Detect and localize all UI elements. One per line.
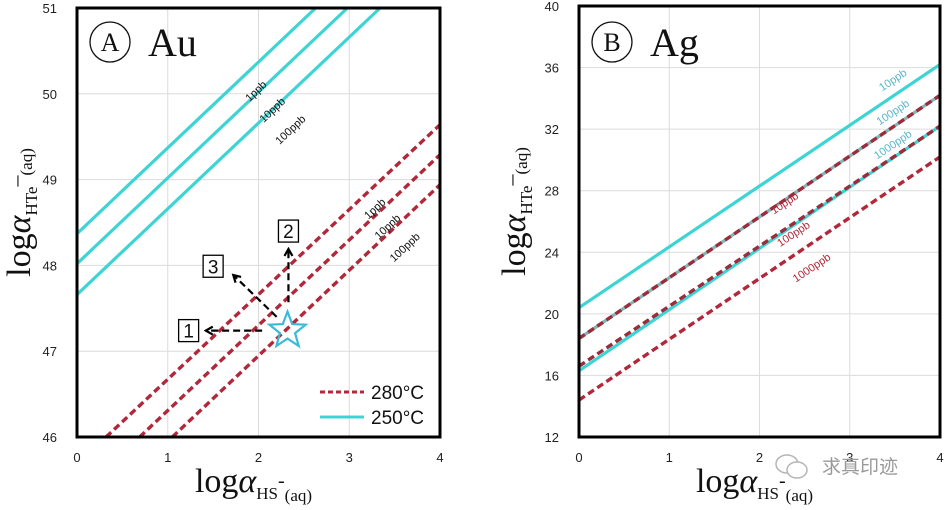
y-tick-label: 51 [43, 1, 57, 16]
series-line-1000ppb-280c [579, 155, 940, 402]
watermark: 求真印迹 [775, 454, 898, 479]
y-tick-label: 50 [43, 87, 57, 102]
series-line-10ppb-280c [579, 93, 940, 340]
x-tick-label: 3 [846, 450, 853, 465]
series-line-100ppb-250c [77, 8, 382, 296]
series-group [77, 8, 440, 437]
series-line-10ppb-280c [138, 153, 440, 437]
path-number-box [177, 318, 200, 343]
series-group [579, 63, 940, 402]
series-line-1000ppb-250c [579, 124, 940, 373]
series-line-100ppb-280c [579, 124, 940, 368]
x-axis-label: logαHS-(aq) [696, 463, 813, 505]
series-label: 100ppb [388, 231, 423, 265]
y-tick-label: 47 [43, 344, 57, 359]
series-line-10ppb-250c [579, 63, 940, 310]
series-line-1ppb-250c [77, 8, 317, 235]
y-tick-label: 40 [545, 0, 559, 14]
series-line-10ppb-250c [77, 8, 349, 265]
y-tick-label: 24 [545, 245, 559, 260]
y-tick-label: 12 [545, 430, 559, 445]
panel-label-circle [89, 21, 131, 63]
y-axis-label: logαHTe–(aq) [496, 147, 536, 276]
y-tick-label: 49 [43, 173, 57, 188]
wechat-icon [775, 454, 808, 479]
x-tick-label: 0 [575, 450, 582, 465]
plot-frame [577, 4, 942, 439]
path-number-label: 3 [208, 257, 219, 278]
watermark-text: 求真印迹 [822, 456, 898, 478]
legend-label: 250°C [371, 408, 424, 429]
y-tick-label: 32 [545, 122, 559, 137]
path-arrow-3 [234, 276, 278, 318]
x-tick-label: 3 [346, 450, 353, 465]
star-marker [266, 308, 309, 349]
series-label: 1000ppb [791, 251, 833, 285]
x-tick-label: 4 [936, 450, 943, 465]
plot-frame [75, 6, 442, 439]
chart-title: Au [148, 20, 197, 65]
series-label: 1ppb [243, 79, 269, 105]
x-tick-label: 2 [255, 450, 262, 465]
panel-label: B [603, 28, 620, 57]
x-tick-label: 4 [436, 450, 443, 465]
x-tick-label: 2 [756, 450, 763, 465]
series-label: 100ppb [875, 98, 912, 128]
y-tick-label: 16 [545, 368, 559, 383]
series-line-100ppb-280c [171, 183, 440, 437]
path-number-box [277, 219, 300, 243]
x-axis-label: logαHS-(aq) [195, 463, 312, 505]
x-tick-label: 1 [164, 450, 171, 465]
panel-label-circle [591, 21, 633, 63]
series-label: 10ppb [373, 212, 404, 242]
series-label: 10ppb [769, 190, 801, 217]
y-tick-label: 36 [545, 61, 559, 76]
x-tick-label: 0 [73, 450, 80, 465]
panel-label: A [101, 28, 120, 57]
panel-b-ag: 0 1 2 3 4121620242832364010ppb100ppb1000ppb1… [496, 0, 944, 505]
y-axis-label: logαHTe–(aq) [1, 148, 41, 277]
y-tick-label: 46 [43, 430, 57, 445]
y-tick-label: 48 [43, 258, 57, 273]
path-number-label: 2 [283, 222, 294, 243]
legend-label: 280°C [371, 383, 424, 404]
x-tick-label: 1 [666, 450, 673, 465]
legend: 280°C 250°C [320, 383, 424, 429]
series-label: 100ppb [273, 113, 308, 147]
path-number-label: 1 [183, 322, 194, 343]
chart-title: Ag [650, 20, 699, 65]
series-label: 10ppb [258, 96, 288, 126]
panel-a-au: 0 1 2 3 44647484950511ppb10ppb100ppb1ppb10pp… [1, 1, 444, 505]
y-tick-label: 20 [545, 307, 559, 322]
grid [578, 5, 941, 438]
y-tick-label: 28 [545, 184, 559, 199]
path-number-box [202, 254, 224, 278]
